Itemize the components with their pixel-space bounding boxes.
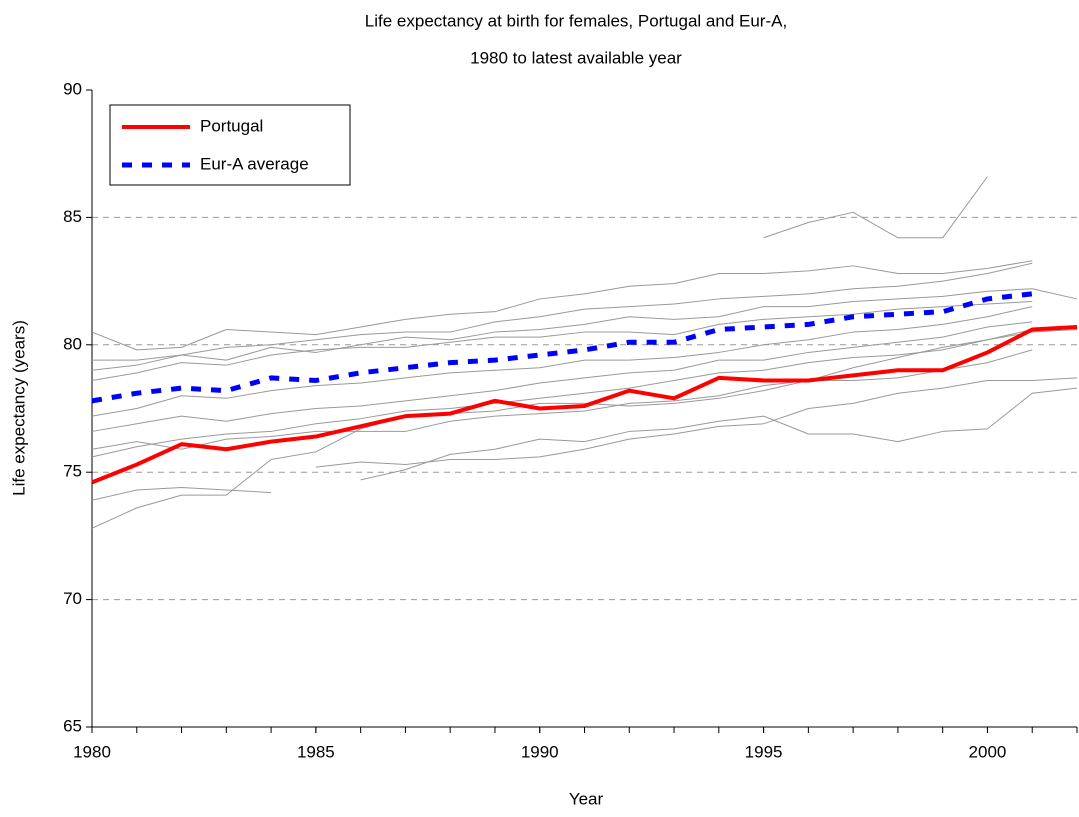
x-tick-label: 1985 [297,742,335,761]
y-tick-label: 75 [63,462,82,481]
y-tick-label: 65 [63,716,82,735]
country-line [763,176,988,239]
series-line [91,324,1078,485]
chart-title: 1980 to latest available year [470,48,682,67]
legend-label: Portugal [200,116,263,135]
country-line [91,349,1033,450]
y-axis-label: Life expectancy (years) [9,320,28,496]
country-line [315,377,1078,468]
country-line [91,321,1033,432]
country-line [91,486,272,501]
country-line [360,387,1078,481]
country-line [91,260,1033,351]
country-line [91,329,1078,458]
legend-box [109,104,351,186]
y-tick-label: 90 [63,79,82,98]
y-tick-label: 85 [63,207,82,226]
chart-title: Life expectancy at birth for females, Po… [365,11,787,30]
country-line [91,306,1033,417]
x-tick-label: 1980 [73,742,111,761]
x-tick-label: 1990 [521,742,559,761]
y-tick-label: 70 [63,589,82,608]
legend-label: Eur-A average [200,154,309,173]
x-axis-label: Year [569,789,604,808]
x-tick-label: 2000 [969,742,1007,761]
x-tick-label: 1995 [745,742,783,761]
country-line [91,288,1078,371]
y-tick-label: 80 [63,334,82,353]
country-line [91,329,1033,529]
country-line [92,262,1033,361]
country-line [91,300,1033,381]
